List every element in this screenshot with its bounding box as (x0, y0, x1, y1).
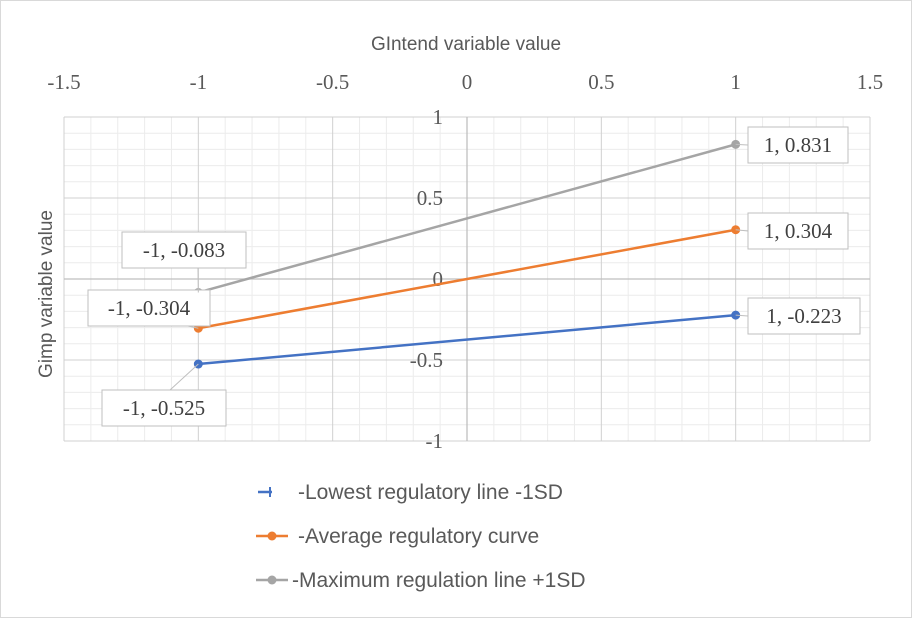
legend-label: -Maximum regulation line +1SD (292, 569, 586, 592)
y-tick-label: 1 (433, 105, 444, 129)
data-label: -1, -0.304 (108, 296, 191, 320)
data-label-box (101, 389, 227, 427)
data-label-box (747, 212, 849, 250)
data-label-leader (169, 363, 199, 391)
y-tick-label: 0 (433, 267, 444, 291)
x-tick-label: -0.5 (316, 70, 349, 94)
x-tick-label: 0.5 (588, 70, 614, 94)
data-label-box (121, 231, 247, 269)
x-tick-label: 0 (462, 70, 473, 94)
data-label: 1, 0.304 (764, 219, 833, 243)
data-label: -1, -0.083 (143, 238, 225, 262)
data-label: 1, 0.831 (764, 133, 832, 157)
axes: -1.5 -1 -0.5 0 0.5 1 1.5 1 0.5 0 -0.5 -1 (47, 70, 883, 453)
series-line-0 (198, 313, 736, 366)
y-tick-label: -0.5 (410, 348, 443, 372)
data-label: 1, -0.223 (766, 304, 841, 328)
y-tick-label: -1 (426, 429, 444, 453)
data-label: -1, -0.525 (123, 396, 205, 420)
x-tick-label: -1.5 (47, 70, 80, 94)
x-tick-label: 1 (730, 70, 741, 94)
legend-label: -Lowest regulatory line -1SD (298, 481, 563, 504)
series (193, 139, 741, 369)
data-label-leader (735, 314, 749, 317)
data-label-box (87, 289, 211, 327)
x-tick-label: 1.5 (857, 70, 883, 94)
legend: -Lowest regulatory line -1SD -Average reg… (256, 481, 586, 592)
data-labels: -1, -0.525 1, -0.223 -1, -0.304 1, 0.304 -1,… (87, 126, 861, 427)
legend-label: -Average regulatory curve (298, 525, 539, 548)
x-axis-title: GIntend variable value (371, 34, 561, 55)
series-line-2 (198, 143, 736, 294)
legend-marker-2 (267, 575, 277, 585)
legend-marker-1 (267, 531, 277, 541)
data-label-leader (735, 143, 749, 146)
data-label-leader (735, 229, 749, 232)
y-tick-label: 0.5 (417, 186, 443, 210)
x-tick-label: -1 (190, 70, 208, 94)
data-label-box (747, 297, 861, 335)
series-line-1 (198, 228, 736, 330)
y-axis-title: Gimp variable value (36, 210, 57, 378)
data-label-box (747, 126, 849, 164)
